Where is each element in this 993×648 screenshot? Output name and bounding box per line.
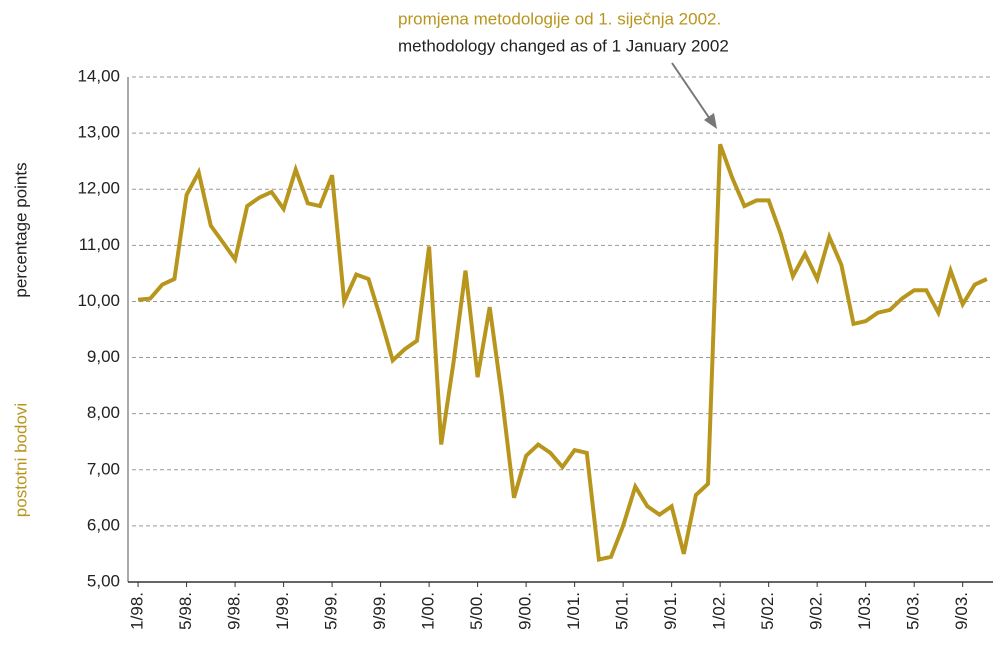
- x-tick-label: 1/99.: [273, 592, 292, 630]
- y-tick-label: 11,00: [79, 235, 120, 254]
- x-tick-label: 9/02.: [807, 592, 826, 630]
- y-tick-label: 14,00: [77, 66, 120, 85]
- annotation-arrowhead: [704, 113, 717, 129]
- annotation-subtitle: methodology changed as of 1 January 2002: [398, 36, 729, 55]
- y-tick-label: 10,00: [77, 291, 120, 310]
- x-tick-label: 1/98.: [128, 592, 147, 630]
- x-tick-label: 9/00.: [516, 592, 535, 630]
- y-tick-label: 12,00: [77, 179, 120, 198]
- x-tick-label: 9/03.: [952, 592, 971, 630]
- x-tick-label: 5/02.: [758, 592, 777, 630]
- y-tick-label: 8,00: [87, 403, 120, 422]
- x-tick-label: 5/00.: [467, 592, 486, 630]
- x-tick-label: 5/99.: [322, 592, 341, 630]
- x-tick-label: 5/98.: [176, 592, 195, 630]
- x-tick-label: 1/01.: [564, 592, 583, 630]
- annotation-arrow: [671, 62, 713, 123]
- y-tick-label: 7,00: [87, 459, 120, 478]
- y-axis-title: percentage points: [11, 162, 30, 297]
- x-tick-label: 1/00.: [419, 592, 438, 630]
- x-tick-label: 9/01.: [661, 592, 680, 630]
- x-tick-label: 9/99.: [370, 592, 389, 630]
- x-tick-label: 1/03.: [855, 592, 874, 630]
- x-tick-label: 5/01.: [613, 592, 632, 630]
- y-tick-label: 9,00: [87, 347, 120, 366]
- data-line: [137, 143, 988, 563]
- y-axis-title: postotni bodovi: [11, 403, 30, 517]
- annotation-title: promjena metodologije od 1. siječnja 200…: [398, 9, 721, 28]
- x-tick-label: 9/98.: [225, 592, 244, 630]
- y-tick-label: 5,00: [87, 571, 120, 590]
- y-tick-label: 13,00: [77, 123, 120, 142]
- x-tick-label: 5/03.: [904, 592, 923, 630]
- y-tick-label: 6,00: [87, 515, 120, 534]
- x-tick-label: 1/02.: [710, 592, 729, 630]
